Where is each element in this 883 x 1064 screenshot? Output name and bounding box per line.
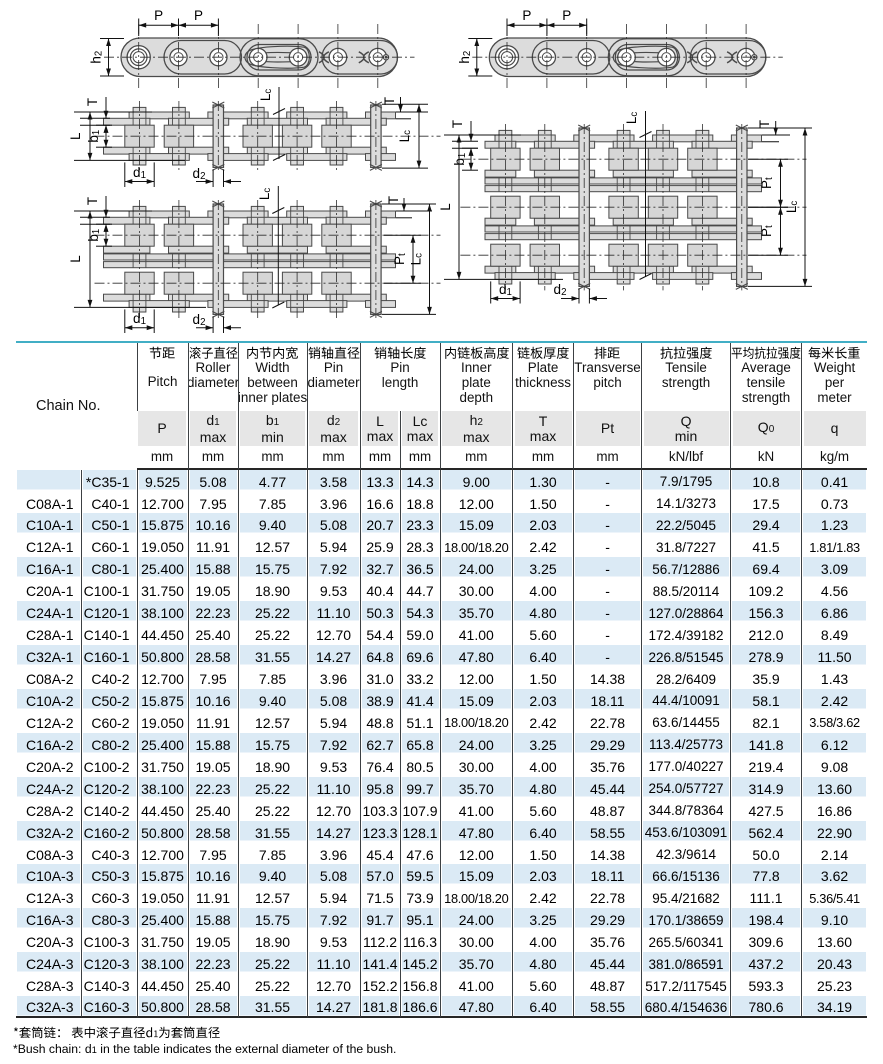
svg-text:Lc: Lc (409, 253, 425, 266)
svg-text:h2: h2 (89, 51, 105, 64)
svg-text:d1: d1 (133, 165, 146, 181)
svg-text:b1: b1 (452, 153, 468, 166)
svg-text:T: T (382, 97, 397, 105)
svg-text:T: T (450, 120, 465, 128)
svg-text:Lc: Lc (257, 188, 273, 201)
svg-text:P: P (522, 8, 531, 23)
svg-text:d1: d1 (133, 311, 146, 327)
svg-text:P: P (154, 8, 163, 23)
svg-text:Lc: Lc (624, 112, 640, 125)
svg-text:h2: h2 (457, 51, 473, 64)
svg-text:L: L (438, 203, 453, 211)
svg-text:T: T (85, 197, 100, 205)
svg-text:d2: d2 (554, 282, 567, 298)
svg-text:b1: b1 (86, 229, 102, 242)
svg-text:Lc: Lc (784, 201, 800, 214)
svg-text:L: L (68, 132, 83, 140)
svg-text:Pt: Pt (759, 177, 775, 189)
svg-text:Lc: Lc (258, 89, 274, 102)
svg-text:b1: b1 (86, 130, 102, 143)
svg-text:Pt: Pt (759, 225, 775, 237)
svg-text:T: T (757, 120, 772, 128)
svg-text:T: T (386, 196, 401, 204)
svg-text:T: T (85, 98, 100, 106)
svg-text:Pt: Pt (392, 253, 408, 265)
svg-text:P: P (562, 8, 571, 23)
svg-text:d2: d2 (193, 166, 206, 182)
svg-text:L: L (68, 255, 83, 263)
svg-text:Lc: Lc (397, 130, 413, 143)
svg-text:d2: d2 (193, 312, 206, 328)
svg-text:P: P (194, 8, 203, 23)
